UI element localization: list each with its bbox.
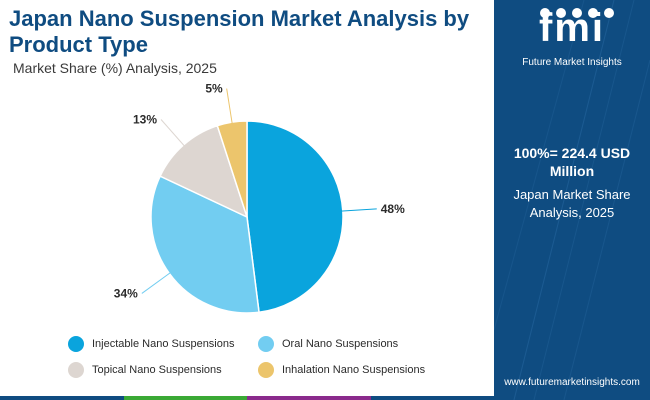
legend-item: Topical Nano Suspensions (68, 362, 222, 378)
legend-item: Oral Nano Suspensions (258, 336, 398, 352)
pie-chart: 48% 34% 13% 5% (114, 82, 405, 314)
legend-label: Inhalation Nano Suspensions (282, 364, 426, 376)
total-market-value: 100%= 224.4 USD Million (513, 145, 631, 179)
bottom-bar-segment (123, 396, 247, 400)
legend-swatch (68, 336, 84, 352)
logo-dot-icon (572, 8, 582, 18)
page-title: Japan Nano Suspension Market Analysis by… (9, 6, 470, 57)
market-caption: Japan Market Share Analysis, 2025 (513, 187, 631, 220)
slice-label-3: 13% (133, 112, 157, 126)
logo-dot-icon (604, 8, 614, 18)
legend-label: Oral Nano Suspensions (282, 338, 399, 350)
bottom-bar-segment (247, 396, 371, 400)
leader-line-2 (141, 271, 172, 294)
legend-item: Injectable Nano Suspensions (68, 336, 234, 352)
legend-label: Topical Nano Suspensions (92, 364, 222, 376)
legend-swatch (258, 336, 274, 352)
legend-swatch (258, 362, 274, 378)
bottom-bar-segment (370, 396, 494, 400)
legend-item: Inhalation Nano Suspensions (258, 362, 425, 378)
leader-line-4 (226, 88, 233, 125)
logo-dot-icon (588, 8, 598, 18)
website-url: www.futuremarketinsights.com (504, 377, 640, 388)
leader-line-3 (160, 119, 186, 147)
pie-slice-1 (246, 120, 344, 314)
logo-dot-icon (540, 8, 550, 18)
side-panel: fmi Future Market Insights 100%= 224.4 U… (494, 0, 650, 400)
company-name: Future Market Insights (522, 57, 622, 68)
bottom-bar-segment (0, 396, 124, 400)
page-subtitle: Market Share (%) Analysis, 2025 (13, 60, 217, 76)
legend-label: Injectable Nano Suspensions (92, 338, 235, 350)
slice-label-1: 48% (381, 202, 405, 216)
slice-label-4: 5% (205, 82, 223, 96)
panel-background-pattern (494, 0, 650, 400)
legend-swatch (68, 362, 84, 378)
logo-dot-icon (556, 8, 566, 18)
logo-icons (540, 8, 620, 20)
leader-line-1 (340, 208, 377, 212)
bottom-color-bar (0, 396, 494, 400)
company-logo: fmi (539, 6, 605, 50)
slice-label-2: 34% (114, 286, 138, 300)
